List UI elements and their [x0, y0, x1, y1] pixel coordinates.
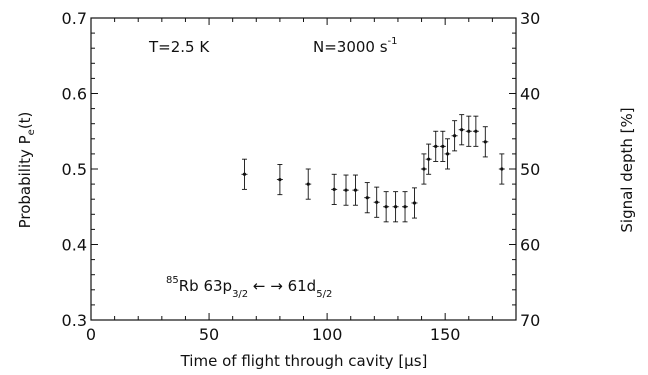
marker — [332, 187, 336, 191]
data-point — [352, 174, 359, 206]
x-tick-label: 50 — [199, 325, 219, 344]
marker — [427, 157, 431, 161]
data-point — [420, 153, 427, 185]
data-point — [444, 138, 451, 170]
plot-frame — [90, 17, 517, 321]
data-point — [241, 158, 248, 190]
y2-tick-label: 30 — [520, 9, 540, 28]
annotation-temperature: T=2.5 K — [148, 38, 210, 56]
annotation-rate: N=3000 s-1 — [313, 36, 398, 56]
marker — [344, 188, 348, 192]
y-axis-title-left: Probability Pe(t) — [16, 112, 37, 229]
data-point — [373, 186, 380, 218]
data-point — [451, 120, 458, 152]
data-point — [343, 174, 349, 206]
marker — [278, 177, 282, 182]
data-point — [331, 173, 338, 205]
data-point — [432, 130, 439, 162]
y2-tick-label: 50 — [520, 160, 540, 179]
marker — [393, 205, 398, 209]
data-point — [411, 187, 418, 219]
data-point — [482, 126, 489, 158]
marker — [242, 172, 247, 176]
data-point — [392, 191, 399, 223]
data-point — [465, 115, 472, 147]
data-point — [402, 191, 409, 223]
y-tick-label: 0.3 — [62, 311, 87, 330]
x-axis-title: Time of flight through cavity [µs] — [180, 352, 428, 370]
x-tick-label: 150 — [430, 325, 461, 344]
annotation-transition: 85Rb 63p3/2 ← → 61d5/2 — [166, 275, 332, 300]
marker — [474, 129, 478, 133]
data-point — [305, 168, 312, 200]
marker — [353, 188, 358, 192]
axis-ticks — [90, 17, 517, 321]
marker — [384, 205, 388, 209]
marker — [453, 134, 457, 138]
marker — [422, 167, 426, 171]
data-point — [472, 115, 479, 147]
y-axis-title-right: Signal depth [%] — [618, 107, 636, 232]
y2-tick-label: 40 — [520, 85, 540, 104]
x-tick-label: 100 — [312, 325, 343, 344]
marker — [306, 182, 310, 186]
marker — [441, 144, 445, 148]
marker — [445, 152, 450, 156]
data-point — [458, 114, 465, 146]
y-tick-label: 0.5 — [62, 160, 87, 179]
y2-tick-label: 60 — [520, 236, 540, 255]
marker — [483, 140, 487, 144]
marker — [365, 196, 369, 200]
data-point — [439, 130, 446, 162]
data-point — [498, 153, 505, 185]
marker — [467, 129, 471, 133]
y-tick-label: 0.4 — [62, 236, 87, 255]
y-tick-label: 0.6 — [62, 85, 87, 104]
y2-tick-label: 70 — [520, 311, 540, 330]
tick-labels: 0 50 100 150 0.3 0.4 0.5 0.6 0.7 70 60 50 40 30 — [62, 9, 541, 344]
x-tick-label: 0 — [86, 325, 96, 344]
marker — [412, 201, 417, 205]
marker — [500, 167, 504, 171]
marker — [434, 144, 438, 148]
data-point — [364, 182, 371, 214]
marker — [460, 128, 464, 132]
marker — [375, 200, 379, 204]
data-point — [276, 164, 283, 196]
y-tick-label: 0.7 — [62, 9, 87, 28]
data-point — [425, 143, 432, 175]
marker — [403, 205, 407, 209]
data-point — [383, 191, 390, 223]
data-points — [241, 114, 505, 223]
